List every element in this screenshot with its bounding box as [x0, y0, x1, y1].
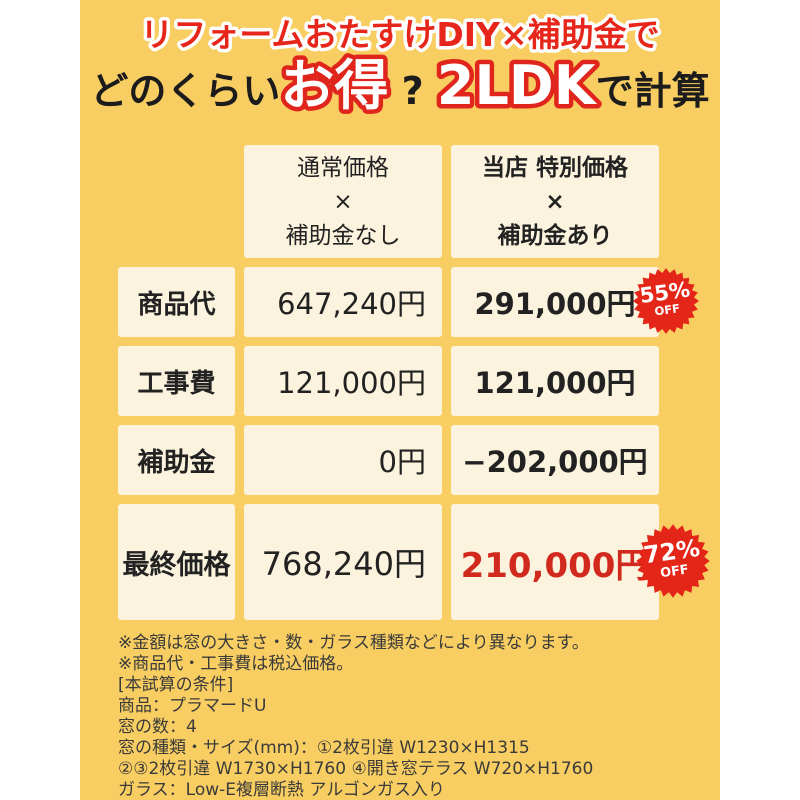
note-line: ※金額は窓の大きさ・数・ガラス種類などにより異なります。 [118, 633, 589, 653]
discount-badge-72-off: 72% OFF [635, 523, 711, 599]
row-product-normal-price: 647,240円 [244, 267, 442, 337]
discount-badge-55-off: 55% OFF [632, 267, 700, 335]
note-line: ガラス：Low-E複層断熱 アルゴンガス入り [118, 780, 445, 800]
row-subsidy-special-price: −202,000円 [451, 425, 659, 495]
title-line2: どのくらいお得 ? 2LDKで計算 [90, 54, 709, 117]
note-line: ※商品代・工事費は税込価格。 [118, 654, 354, 674]
price-comparison-table: 通常価格 × 補助金なし 当店 特別価格 × 補助金あり 商品代 647,240… [118, 145, 710, 620]
row-final-normal-price: 768,240円 [244, 504, 442, 620]
special-price-line1: 当店 特別価格 [481, 154, 628, 181]
column-header-normal-price: 通常価格 × 補助金なし [244, 145, 442, 258]
starburst-seal-icon [636, 524, 710, 598]
badge-72-off-label: OFF [659, 562, 689, 581]
normal-price-line1: 通常価格 [297, 154, 389, 181]
title-line2-black2: で計算 [596, 69, 710, 113]
row-final-special-price: 210,000円 [451, 504, 659, 620]
row-construction-normal-price: 121,000円 [244, 346, 442, 416]
starburst-seal-icon [633, 268, 699, 334]
note-line: [本試算の条件] [118, 675, 234, 695]
title-block: リフォームおたすけDIY×補助金で どのくらいお得 ? 2LDKで計算 [90, 12, 709, 122]
row-subsidy-normal-price: 0円 [244, 425, 442, 495]
yellow-panel: リフォームおたすけDIY×補助金で どのくらいお得 ? 2LDKで計算 通常価格… [80, 0, 720, 800]
row-product-special-price: 291,000円 [451, 267, 659, 337]
normal-price-line2: 補助金なし [285, 222, 401, 249]
conditions-notes: ※金額は窓の大きさ・数・ガラス種類などにより異なります。 ※商品代・工事費は税込… [118, 633, 682, 800]
row-subsidy-label: 補助金 [118, 425, 235, 495]
note-line: 窓の数：4 [118, 717, 197, 737]
note-line: ②③2枚引違 W1730×H1760 ④開き窓テラス W720×H1760 [118, 759, 594, 779]
title-line2-black1: どのくらい [90, 69, 280, 113]
special-price-line2: 補助金あり [497, 222, 613, 249]
header-spacer [118, 145, 235, 258]
row-construction-special-price: 121,000円 [451, 346, 659, 416]
note-line: 商品：プラマードU [118, 696, 267, 716]
row-construction-label: 工事費 [118, 346, 235, 416]
title-line2-question: ? [388, 69, 437, 113]
badge-55-off-label: OFF [654, 301, 681, 318]
special-price-times: × [545, 188, 565, 215]
column-header-special-price: 当店 特別価格 × 補助金あり [451, 145, 659, 258]
title-line2-otoku: お得 [280, 54, 388, 117]
title-line1: リフォームおたすけDIY×補助金で [140, 15, 659, 54]
note-line: 窓の種類・サイズ(mm)：①2枚引違 W1230×H1315 [118, 738, 530, 758]
normal-price-times: × [333, 188, 353, 215]
row-product-label: 商品代 [118, 267, 235, 337]
title-line2-2ldk: 2LDK [437, 54, 598, 117]
row-final-label: 最終価格 [118, 504, 235, 620]
